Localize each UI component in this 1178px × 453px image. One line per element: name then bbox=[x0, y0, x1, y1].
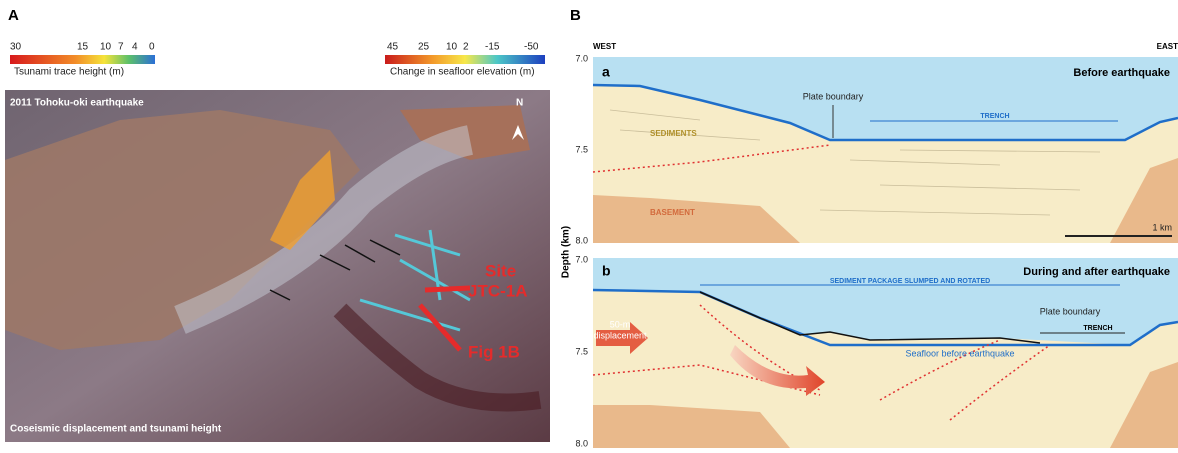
site-label: Site bbox=[485, 261, 516, 280]
y-tick-label: 7.5 bbox=[575, 144, 588, 154]
legend-tick: 15 bbox=[77, 42, 89, 53]
legend-tick: 7 bbox=[118, 42, 124, 53]
west-label: WEST bbox=[593, 42, 616, 51]
slump-label: SEDIMENT PACKAGE SLUMPED AND ROTATED bbox=[830, 278, 990, 285]
east-label: EAST bbox=[1157, 42, 1178, 51]
y-tick-label: 7.5 bbox=[575, 346, 588, 356]
y-tick-label: 8.0 bbox=[575, 235, 588, 245]
basement-label: BASEMENT bbox=[650, 208, 695, 217]
section-title: Before earthquake bbox=[1073, 67, 1170, 79]
legend-tick: 30 bbox=[10, 42, 22, 53]
section-label: a bbox=[602, 64, 610, 80]
panel-label: B bbox=[570, 7, 581, 24]
panel-label: A bbox=[8, 7, 19, 24]
legend-tick: 10 bbox=[100, 42, 112, 53]
legend-tick: 45 bbox=[387, 42, 399, 53]
legend-tick: 4 bbox=[132, 42, 138, 53]
section-title: During and after earthquake bbox=[1023, 266, 1170, 278]
color-bar bbox=[10, 55, 155, 64]
color-bar bbox=[385, 55, 545, 64]
legend-tick: -15 bbox=[485, 42, 500, 53]
page: {"panel_a": {"label": "A", "legend_left"… bbox=[0, 0, 1178, 448]
plate-boundary-label: Plate boundary bbox=[1040, 306, 1101, 316]
y-tick-label: 8.0 bbox=[575, 438, 588, 448]
legend-left: 30 15 10 7 4 0 Tsunami trace height (m) bbox=[10, 42, 155, 78]
section-b: b During and after earthquake SEDIMENT P… bbox=[575, 254, 1178, 448]
sediments-label: SEDIMENTS bbox=[650, 129, 697, 138]
north-label: N bbox=[516, 98, 523, 109]
legend-title: Change in seafloor elevation (m) bbox=[390, 67, 535, 78]
legend-tick: 2 bbox=[463, 42, 469, 53]
y-axis-label: Depth (km) bbox=[561, 226, 572, 278]
displacement-label: displacement bbox=[593, 330, 647, 340]
legend-title: Tsunami trace height (m) bbox=[14, 67, 124, 78]
seafloor-before-label: Seafloor before earthquake bbox=[905, 348, 1014, 358]
trench-label: TRENCH bbox=[980, 113, 1009, 120]
y-tick-label: 7.0 bbox=[575, 53, 588, 63]
legend-tick: 25 bbox=[418, 42, 430, 53]
trench-label: TRENCH bbox=[1083, 325, 1112, 332]
map-caption: Coseismic displacement and tsunami heigh… bbox=[10, 424, 222, 435]
legend-tick: 0 bbox=[149, 42, 155, 53]
y-tick-label: 7.0 bbox=[575, 254, 588, 264]
displacement-label: 50-m bbox=[610, 319, 631, 329]
site-label: JTC-1A bbox=[468, 281, 528, 300]
section-a: a Before earthquake Plate boundary TRENC… bbox=[575, 53, 1178, 245]
scale-label: 1 km bbox=[1152, 222, 1172, 232]
legend-tick: -50 bbox=[524, 42, 539, 53]
legend-tick: 10 bbox=[446, 42, 458, 53]
figure: A 30 15 10 7 4 0 Tsunami trace height (m… bbox=[0, 0, 1178, 448]
plate-boundary-label: Plate boundary bbox=[803, 91, 864, 101]
map: 2011 Tohoku-oki earthquake N Site JTC-1A… bbox=[5, 90, 550, 442]
section-label: b bbox=[602, 263, 611, 279]
map-title: 2011 Tohoku-oki earthquake bbox=[10, 98, 144, 109]
site-arrow bbox=[425, 288, 470, 290]
legend-right: 45 25 10 2 -15 -50 Change in seafloor el… bbox=[385, 42, 545, 78]
fig-label: Fig 1B bbox=[468, 342, 520, 361]
